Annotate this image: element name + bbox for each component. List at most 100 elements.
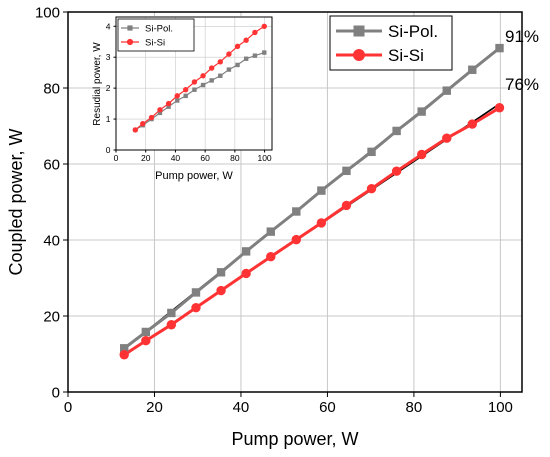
inset-point-sipol [192,87,197,92]
inset-legend-marker-0 [127,25,133,31]
inset-point-sisi [208,65,215,71]
main-legend-marker-0 [353,25,365,37]
inset-legend-marker-1 [126,38,134,46]
main-point-sipol [167,308,176,318]
main-point-sisi [391,166,402,176]
main-point-sisi [119,350,129,360]
inset-y-tick-label: 0 [106,145,111,155]
main-legend-marker-1 [353,49,365,61]
inset-point-sisi [165,100,172,107]
inset-point-sisi [182,86,189,93]
main-x-tick-label: 60 [319,399,336,416]
main-point-sisi [316,218,327,228]
inset-x-tick-label: 100 [257,153,271,163]
main-legend-box [329,15,453,71]
main-x-axis-label: Pump power, W [231,429,358,449]
inset-point-sisi [252,29,258,36]
inset-legend-box [117,18,195,52]
inset-point-sisi [191,79,198,85]
inset-point-sipol [183,93,188,99]
inset-point-sisi [226,51,232,57]
main-point-sipol [495,43,504,53]
main-point-sipol [120,344,129,353]
inset-x-tick-label: 60 [200,153,210,163]
main-point-sisi [494,103,505,113]
inset-series [132,23,267,133]
inset-point-sipol [218,73,223,78]
main-point-sisi [341,200,352,211]
inset-y-tick-label: 3 [106,52,111,62]
main-x-tick-label: 40 [233,399,250,416]
main-point-sisi [467,119,477,129]
main-point-sipol [417,107,426,116]
main-point-sipol [191,288,201,297]
inset-point-sipol [262,50,267,55]
main-y-tick-label: 0 [52,384,60,401]
main-series-line-1 [123,106,501,357]
main-x-tick-label: 20 [146,399,163,416]
inset-x-tick-label: 40 [171,153,181,163]
main-point-sisi [141,336,151,346]
main-point-sisi [191,302,201,313]
inset-point-sisi [261,23,267,29]
main-point-sipol [266,227,275,236]
main-point-sisi [216,285,226,296]
main-point-sisi [416,149,427,160]
main-point-sipol [468,65,477,74]
inset-y-tick-label: 2 [106,83,111,93]
main-x-tick-label: 80 [406,399,423,416]
main-point-sisi [266,252,276,262]
inset-point-sipol [157,110,163,116]
main-point-sisi [442,133,452,143]
inset-legend-label-0: Si-Pol. [145,23,173,34]
main-x-tick-label: 0 [64,399,72,416]
inset-point-sisi [217,59,223,65]
inset-grid [116,17,272,150]
inset-series-line-1 [134,25,265,131]
inset-point-sisi [200,73,206,79]
inset-legend-label-1: Si-Si [145,37,165,48]
annotation-91: 91% [505,27,539,46]
inset-y-axis-label: Resudial power, W [92,42,103,126]
main-series-line-0 [123,46,501,350]
main-point-sipol [442,86,451,95]
main-y-tick-label: 80 [43,80,60,97]
inset-point-sipol [226,67,232,72]
main-point-sipol [292,207,301,216]
inset-y-tick-label: 4 [106,21,111,31]
inset-point-sisi [140,121,146,127]
inset-x-tick-label: 20 [141,153,151,163]
main-point-sipol [317,186,326,195]
inset-point-sipol [200,82,206,88]
main-point-sipol [216,268,226,277]
main-legend-label-1: Si-Si [388,46,424,65]
main-point-sisi [291,234,301,245]
inset-legend: Si-Pol. Si-Si [117,18,195,52]
inset-point-sipol [175,98,180,103]
inset-point-sisi [243,37,249,43]
inset-point-sisi [157,107,163,113]
main-y-axis-label: Coupled power, W [6,128,26,275]
main-point-sisi [366,184,377,194]
inset-plot-frame [115,16,273,151]
main-point-sipol [392,126,401,136]
inset-point-sipol [235,62,240,68]
inset-x-tick-label: 80 [230,153,240,163]
main-point-sipol [367,147,376,157]
inset-series-line-0 [134,52,265,131]
main-point-sisi [166,320,177,330]
main-legend: Si-Pol. Si-Si [329,15,453,71]
inset-x-tick-label: 0 [114,153,119,163]
inset-ticks: 0 20 40 60 80 100 0 1 2 3 4 [106,21,272,163]
inset-point-sisi [234,43,241,50]
inset-point-sipol [252,53,258,58]
main-point-sipol [342,166,351,176]
inset-point-sipol [209,78,214,83]
main-x-tick-label: 100 [488,399,513,416]
main-series [119,43,505,360]
inset-point-sisi [148,114,155,121]
inset-point-sipol [243,56,249,61]
main-y-tick-label: 20 [43,308,60,325]
